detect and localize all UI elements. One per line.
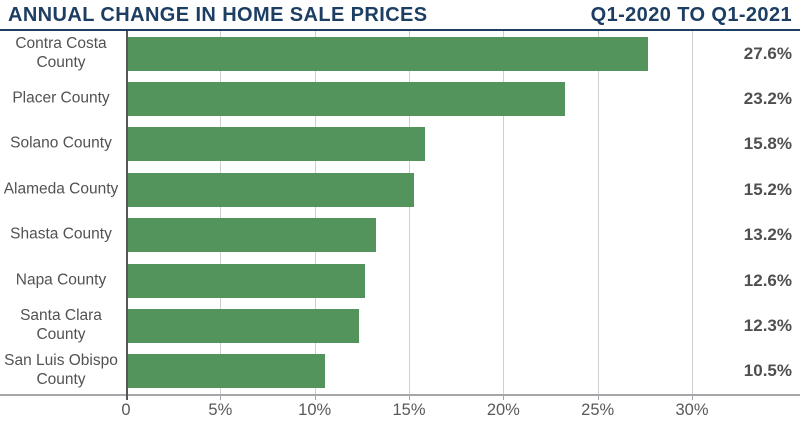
- category-label: Shasta County: [10, 225, 112, 243]
- gridline: [314, 31, 316, 394]
- gridline: [597, 31, 599, 394]
- x-tick-label: 20%: [486, 401, 520, 419]
- value-label: 12.6%: [743, 270, 792, 290]
- axis-tick: [692, 394, 693, 400]
- bar: [127, 82, 565, 117]
- bar: [127, 354, 326, 389]
- axis-tick: [314, 394, 316, 400]
- bar: [127, 36, 648, 71]
- gridline: [503, 31, 505, 394]
- axis-tick: [409, 394, 410, 400]
- category-label: Alameda County: [3, 180, 119, 198]
- gridline: [220, 31, 222, 394]
- axis-tick: [220, 394, 222, 400]
- gridline: [409, 31, 410, 394]
- bar: [127, 263, 365, 298]
- category-label: Contra Costa County: [15, 34, 107, 71]
- x-axis-line: [0, 394, 800, 396]
- bar: [127, 127, 426, 162]
- category-label: Solano County: [10, 134, 112, 152]
- value-label: 13.2%: [743, 225, 792, 245]
- x-tick-label: 15%: [392, 401, 426, 419]
- bar: [127, 308, 360, 343]
- value-label: 15.2%: [743, 179, 792, 199]
- zero-axis-line: [126, 31, 128, 400]
- chart-period: Q1-2020 TO Q1-2021: [590, 4, 792, 26]
- chart-title: ANNUAL CHANGE IN HOME SALE PRICES: [8, 4, 428, 26]
- axis-tick: [503, 394, 505, 400]
- value-label: 15.8%: [743, 134, 792, 154]
- gridline: [692, 31, 693, 394]
- value-label: 10.5%: [743, 361, 792, 381]
- x-tick-label: 0: [121, 401, 131, 419]
- bar: [127, 172, 414, 207]
- x-tick-label: 25%: [581, 401, 615, 419]
- x-tick-label: 10%: [298, 401, 332, 419]
- value-label: 12.3%: [743, 315, 792, 335]
- category-label: San Luis Obispo County: [4, 352, 118, 389]
- value-label: 23.2%: [743, 89, 792, 109]
- x-tick-label: 30%: [675, 401, 709, 419]
- category-label: Napa County: [15, 271, 107, 289]
- category-label: Santa Clara County: [20, 307, 102, 343]
- category-label: Placer County: [12, 89, 110, 107]
- value-label: 27.6%: [743, 43, 792, 63]
- bar: [127, 218, 377, 253]
- axis-tick: [597, 394, 599, 400]
- header-divider: [0, 29, 800, 31]
- x-tick-label: 5%: [208, 401, 233, 419]
